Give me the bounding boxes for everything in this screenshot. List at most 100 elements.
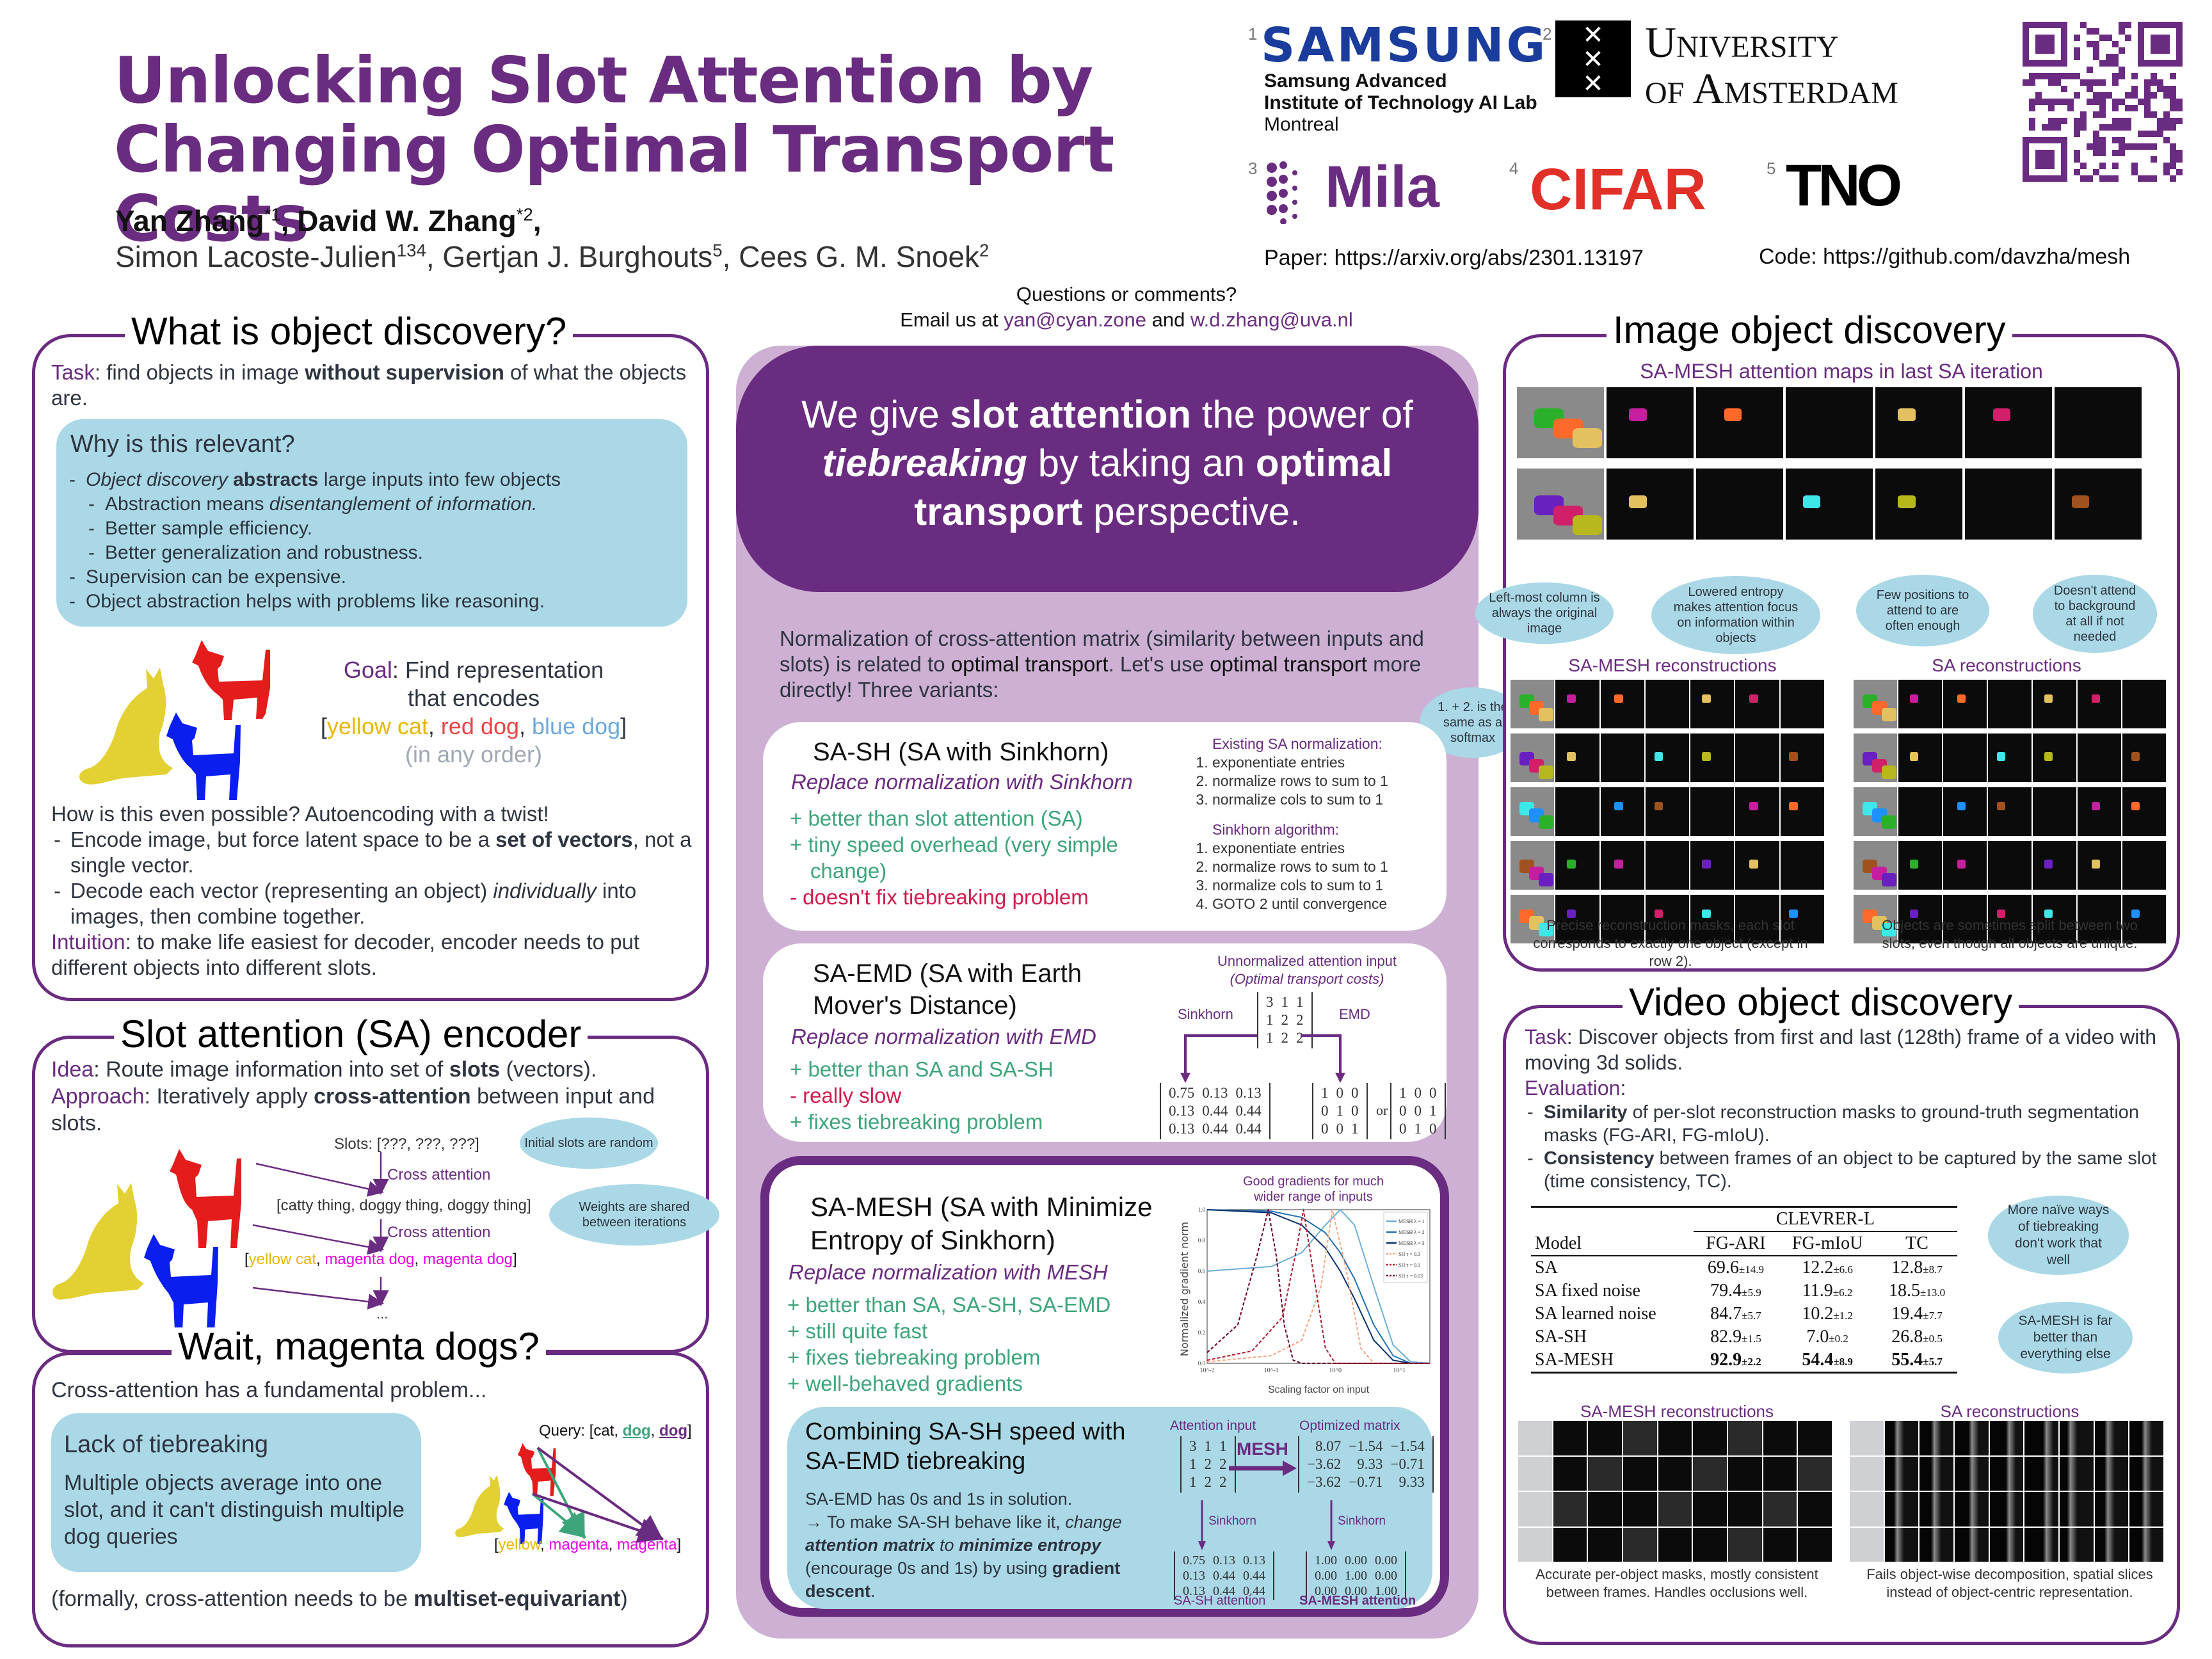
matrix-cell: 2 [1204,1456,1212,1472]
video-task-text: Task: Discover objects from first and la… [1525,1024,2165,1193]
chart-ytick-label: 0.0 [1198,1360,1206,1366]
object-mask [1654,801,1663,811]
sign: + [787,1319,800,1343]
formal-text-part: ) [620,1587,628,1611]
slot-image-tile [2033,680,2076,728]
qr-code[interactable] [2023,22,2183,182]
slot-image-tile [1735,787,1779,836]
combine-italic: to [934,1535,959,1555]
model-cell: SA [1535,1258,1558,1278]
slot-image-tile [1898,733,1942,782]
object-mask [1996,801,2006,811]
optimized-matrix-label: Optimized matrix [1299,1418,1400,1433]
video-frame-tile [1518,1527,1552,1562]
email-link-yan[interactable]: yan@cyan.zone [1004,309,1146,331]
combine-part: (encourage 0s and 1s) by using [805,1559,1052,1578]
matrix-cell: 0.13 [1169,1103,1195,1119]
matrix-cell: 0.44 [1243,1569,1265,1583]
slot-image-tile [2122,680,2166,728]
goal-red-dog: red dog [440,713,520,739]
sa-recon-title: SA reconstructions [1932,655,2081,675]
contact-and: and [1146,309,1190,331]
object-mask [1957,859,1966,869]
slot-image-tile [1898,841,1942,890]
slot-image-tile [1690,787,1735,836]
model-cell: SA-SH [1535,1327,1587,1347]
video-slot-tile [1763,1421,1797,1455]
iteration-1-slots: [catty thing, doggy thing, doggy thing] [276,1197,531,1214]
affiliation-number: 4 [1509,159,1519,178]
object-mask [1629,408,1647,422]
mesh-label: MESH [1237,1439,1288,1459]
title-line: Combining SA-SH speed with [805,1418,1126,1445]
contact-info: Questions or comments? Email us at yan@c… [749,282,1504,333]
goal-text: Goal: Find representation that encodes [… [301,656,646,769]
slot-image-tile [1555,841,1599,890]
matrix-cell: 0.13 [1213,1553,1235,1567]
matrix-cell: −0.71 [1349,1474,1383,1490]
code-link[interactable]: Code: https://github.com/davzha/mesh [1759,244,2131,269]
attention-maps-caption: SA-MESH attention maps in last SA iterat… [1640,360,2043,383]
fgmiou-cell: 54.4±8.9 [1802,1350,1853,1370]
matrix-cell: 0.75 [1183,1553,1205,1567]
pro-item: + better than SA and SA-SH [790,1056,1054,1082]
video-slot-tile [1884,1527,1919,1562]
author-name: Gertjan J. Burghouts [442,240,713,273]
slot-image-tile [1555,787,1599,836]
object-mask [2091,801,2101,811]
eval-bold: Consistency [1544,1148,1655,1169]
matrix-cell: 3 [1189,1438,1197,1454]
fgari-cell: 84.7±5.7 [1710,1304,1761,1324]
object-mask [1538,873,1553,887]
email-link-david[interactable]: w.d.zhang@uva.nl [1190,309,1353,331]
paper-link[interactable]: Paper: https://arxiv.org/abs/2301.13197 [1264,246,1644,270]
video-slot-tile [1588,1492,1622,1527]
slot-image-tile [1600,787,1644,836]
video-slot-tile [2129,1492,2163,1527]
object-mask [2131,801,2140,811]
model-cell: SA learned noise [1535,1304,1656,1324]
matrix-cell: 0 [1351,1103,1359,1119]
output-yellow: yellow [498,1536,541,1553]
hero-bold-italic: tiebreaking [822,442,1027,485]
combine-italic: change [1065,1512,1122,1532]
matrix-cell: 0 [1429,1121,1437,1137]
slot-image-tile [1555,680,1599,728]
video-frame-tile [1518,1456,1552,1491]
uva-shield-logo: ✕ ✕ ✕ [1555,20,1631,97]
slot-image-tile [1735,895,1779,943]
why-bold: abstracts [227,469,319,490]
slot-image-tile [1600,841,1644,890]
sign: + [790,1110,803,1134]
tc-cell: 26.8±0.5 [1891,1327,1943,1347]
slot-image-tile [1555,895,1599,943]
emd-label: EMD [1339,1006,1370,1022]
contact-question: Questions or comments? [1016,283,1237,305]
chart-xtick-label: 10^0 [1329,1367,1342,1374]
column-header: FG-mIoU [1791,1233,1863,1253]
slot-image-tile [1943,680,1987,728]
sign: - [790,1084,797,1107]
lack-of-tiebreaking-box: Lack of tiebreaking Multiple objects ave… [51,1413,421,1572]
why-text: large inputs into few objects [318,469,561,490]
object-mask [1898,408,1916,422]
slot-image-tile [1780,733,1824,782]
original-image-tile [1511,841,1555,890]
idea-label: Idea [51,1057,94,1082]
slot-animals-illustration [52,1149,241,1331]
query-label: Query: [cat, dog, dog] [539,1422,692,1439]
combine-line: SA-EMD has 0s and 1s in solution. [805,1489,1073,1509]
slot-image-tile [1696,469,1783,540]
video-frame-tile [1850,1456,1884,1491]
slot-image-tile [1988,841,2032,890]
object-mask [1996,909,2006,918]
matrix-cell: 1.00 [1345,1569,1367,1583]
matrix-cell: 0.00 [1375,1569,1397,1583]
video-sa-recon-title: SA reconstructions [1940,1402,2080,1421]
norm-text-part: Normalization of cross-attention matrix … [780,627,1424,676]
pro-item: + still quite fast [787,1318,1110,1344]
matrix-cell: 1 [1429,1103,1437,1119]
formal-text: (formally, cross-attention needs to be m… [51,1586,628,1612]
